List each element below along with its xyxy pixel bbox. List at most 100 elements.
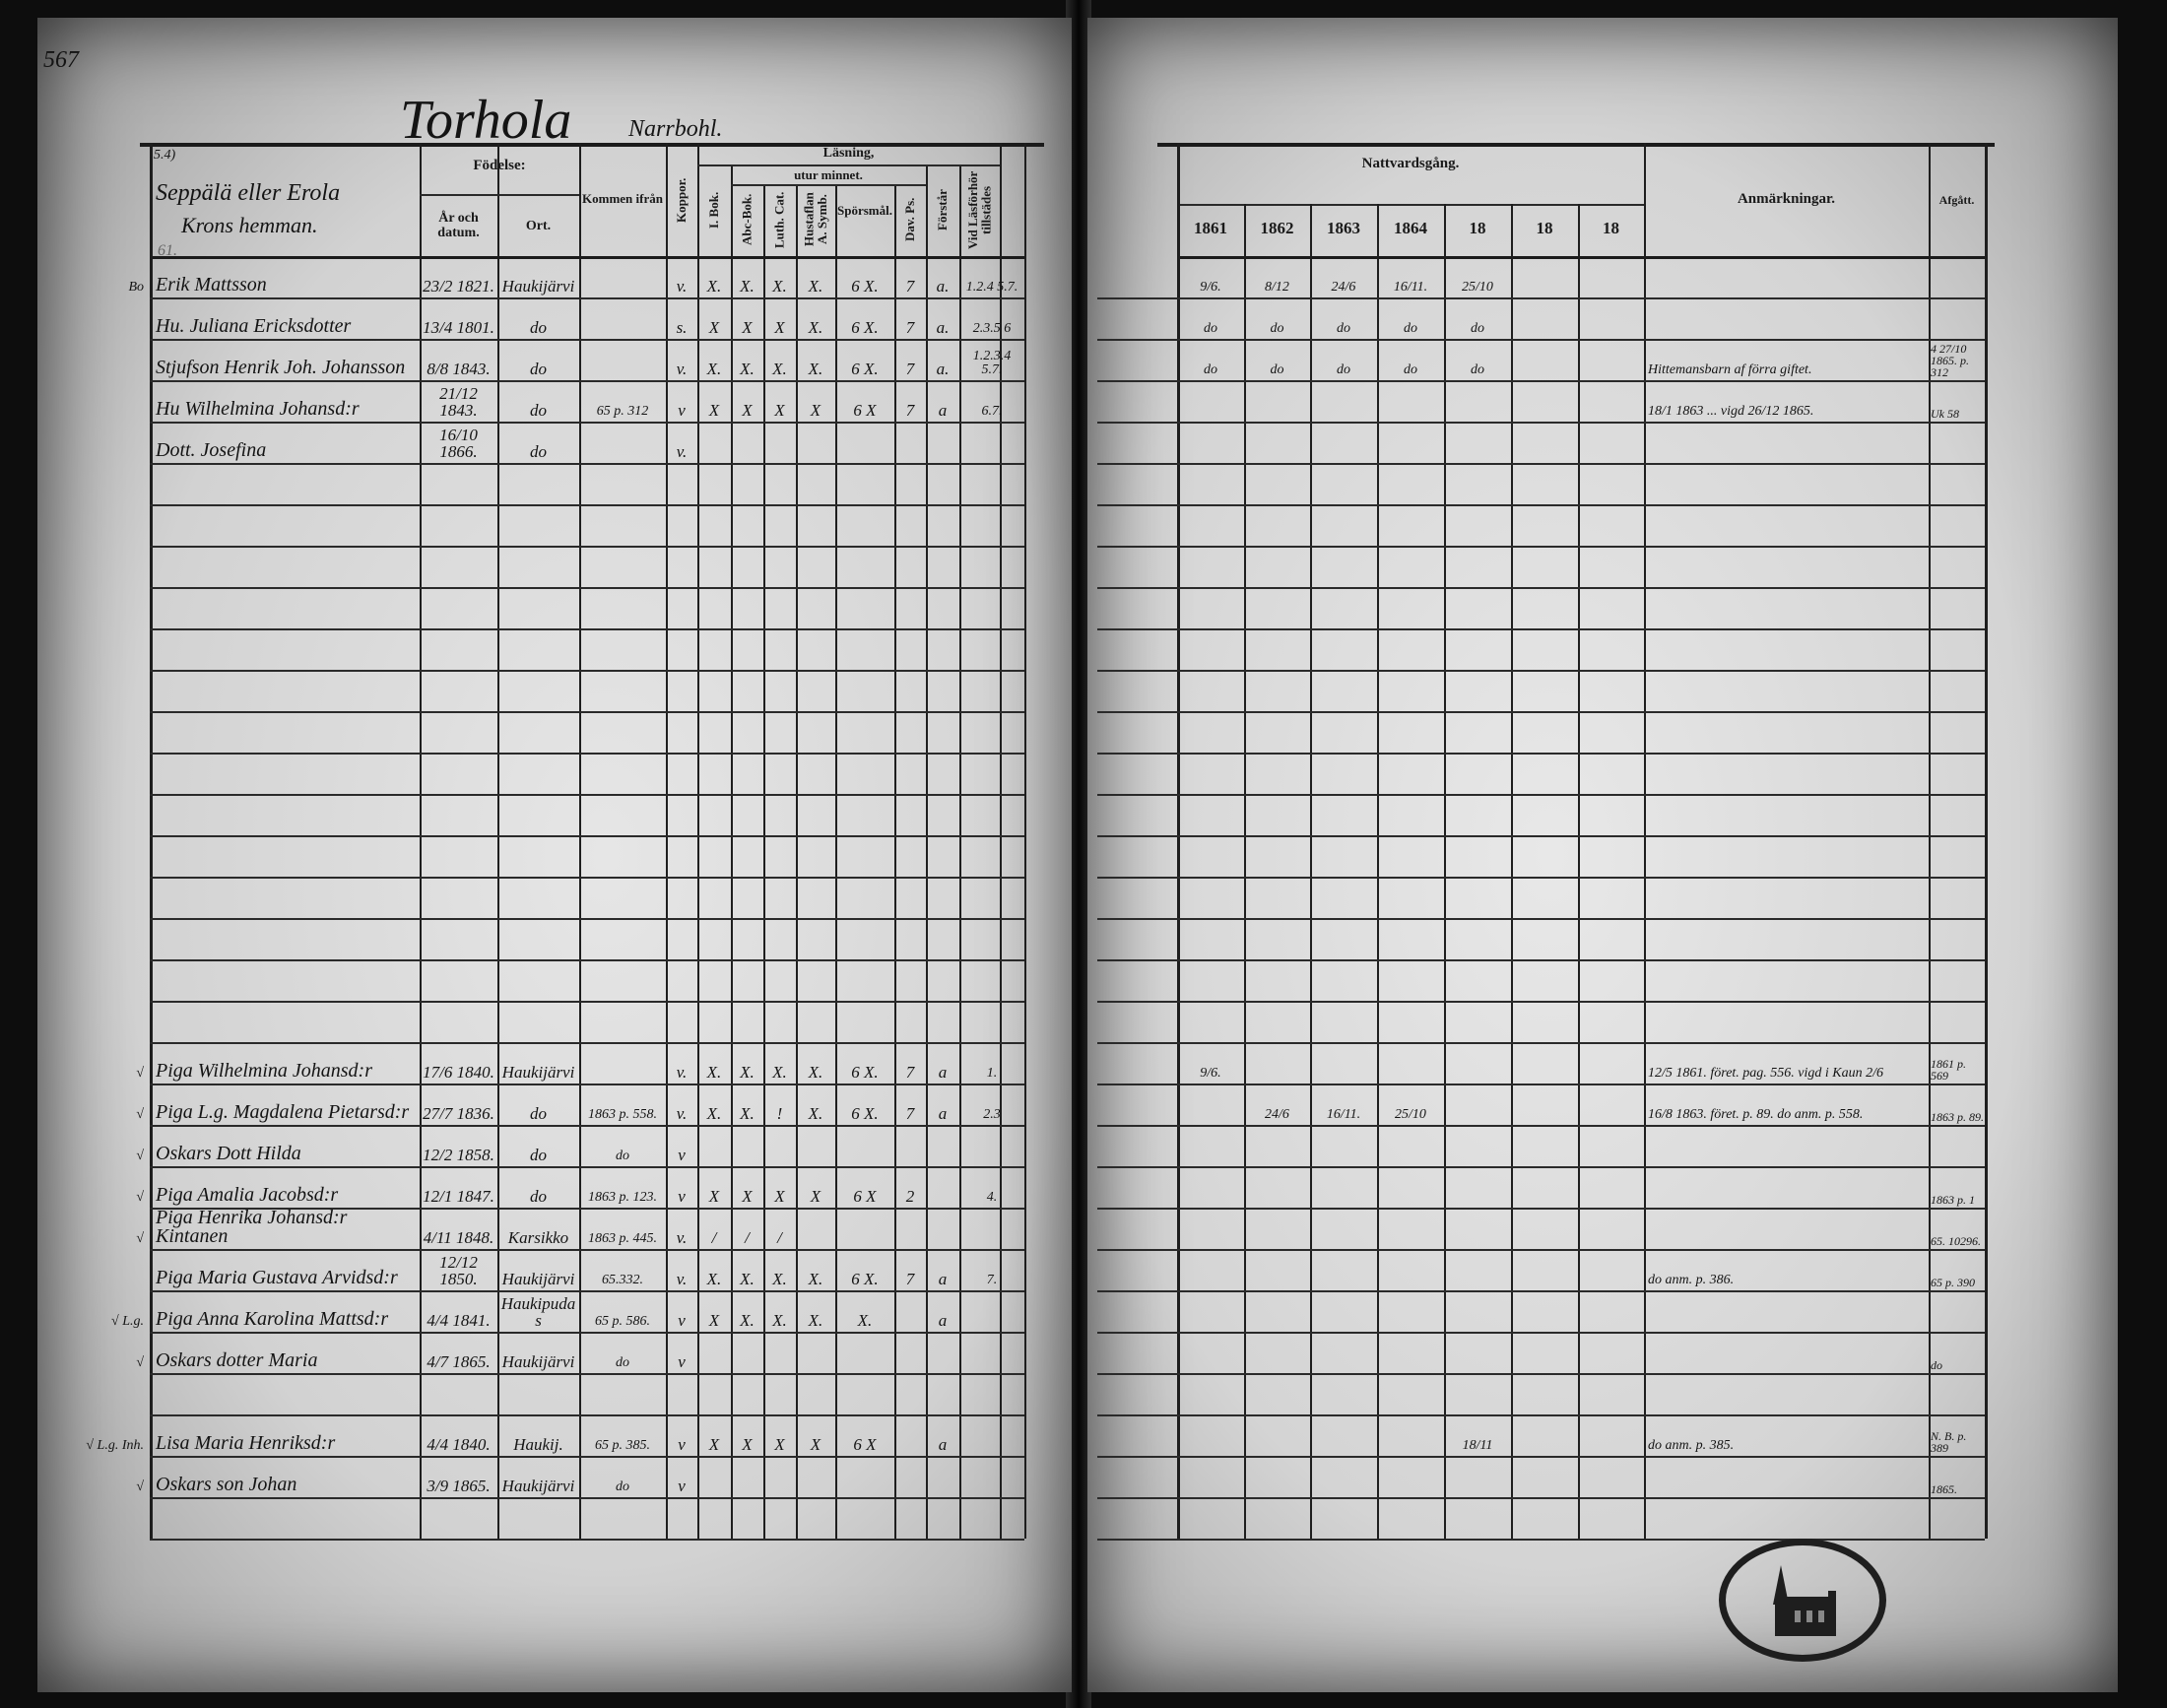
cell-forhor: 1.2.4 5.7. — [965, 280, 1018, 295]
cell-koppor: v. — [676, 360, 688, 378]
row-rule — [150, 546, 1024, 548]
left-page: 567 Torhola Narrbohl. 5.4) Seppälä eller… — [37, 18, 1072, 1692]
header-abc: Abc-Bok. — [739, 193, 755, 246]
table-row — [37, 711, 1062, 753]
row-rule — [1097, 587, 1985, 589]
cell-abc: X — [742, 1187, 753, 1206]
cell-abc: X. — [740, 1104, 755, 1123]
table-row — [37, 1373, 1062, 1414]
row-margin-mark: √ — [136, 1355, 144, 1370]
cell-forstar: a — [938, 1435, 948, 1454]
table-row — [1087, 422, 2112, 463]
cell-ort: do — [530, 401, 547, 420]
row-rule — [1097, 546, 1985, 548]
table-row — [37, 794, 1062, 835]
header-year: 1864 — [1394, 219, 1427, 237]
table-row — [1087, 587, 2112, 628]
cell-year: 17/6 1840. — [423, 1063, 494, 1082]
cell-afgatt: 1865. — [1931, 1482, 1957, 1496]
cell-ibok: X. — [706, 1104, 722, 1123]
cell-koppor: v. — [676, 1104, 688, 1123]
table-row — [1087, 835, 2112, 877]
row-margin-mark: Bo — [128, 280, 144, 295]
row-rule — [1097, 1084, 1985, 1085]
header-year: 18 — [1469, 219, 1486, 237]
cell-spors: 6 X — [853, 401, 877, 420]
cell-communion-date: 25/10 — [1395, 1107, 1426, 1122]
cell-hust: X. — [808, 1311, 823, 1330]
cell-hust: X — [810, 401, 821, 420]
cell-from — [579, 339, 666, 380]
row-rule — [1097, 463, 1985, 465]
cell-year: 4/4 1841. — [427, 1311, 491, 1330]
cell-ibok: X. — [706, 1270, 722, 1288]
cell-ibok: X — [708, 401, 720, 420]
row-rule — [1097, 1290, 1985, 1292]
cell-forhor: 1. — [986, 1066, 998, 1081]
cell-ibok: X. — [706, 277, 722, 296]
cell-communion-date: 16/11. — [1393, 280, 1428, 295]
cell-luth: X — [774, 1187, 785, 1206]
table-row — [37, 670, 1062, 711]
cell-luth: X. — [772, 1270, 787, 1288]
archive-stamp — [1719, 1539, 1886, 1662]
cell-afgatt: N. B. p. 389 — [1931, 1429, 1967, 1455]
header-ibok: I. Bok. — [706, 191, 722, 230]
cell-afgatt: 65. 10296. — [1931, 1234, 1981, 1248]
section-sub: Krons hemman. — [181, 213, 318, 237]
row-rule — [150, 1373, 1024, 1375]
table-row: √ Oskars Dott Hilda 12/2 1858. do do v — [37, 1125, 1062, 1166]
row-rule — [1097, 1373, 1985, 1375]
cell-spors: 6 X. — [851, 360, 879, 378]
row-rule — [1097, 877, 1985, 879]
cell-afgatt: Uk 58 — [1931, 407, 1959, 421]
row-margin-mark: √ — [136, 1479, 144, 1494]
table-row: 65. 10296. — [1087, 1208, 2112, 1249]
cell-year: 4/7 1865. — [427, 1352, 491, 1371]
table-row: √ L.g. Piga Anna Karolina Mattsd:r 4/4 184… — [37, 1290, 1062, 1332]
row-rule — [1097, 504, 1985, 506]
cell-abc: X. — [740, 277, 755, 296]
cell-luth: X. — [772, 277, 787, 296]
fodelse-rule — [420, 194, 579, 196]
cell-koppor: v — [678, 1435, 686, 1454]
church-icon — [1773, 1565, 1836, 1636]
cell-forhor: 2.3 — [983, 1107, 1001, 1122]
nattvard-rule — [1177, 204, 1644, 206]
row-rule — [150, 1290, 1024, 1292]
header-afgatt: Afgått. — [1938, 193, 1975, 207]
column-divider — [579, 143, 581, 1539]
header-luth: Luth. Cat. — [771, 191, 787, 248]
cell-ibok: / — [711, 1228, 717, 1247]
row-margin-mark: √ — [136, 1107, 144, 1122]
cell-communion-date: do — [1270, 321, 1284, 336]
table-row: √ Piga Henrika Johansd:r Kintanen 4/11 184… — [37, 1208, 1062, 1249]
cell-ort: do — [530, 360, 547, 378]
table-row: √ Piga L.g. Magdalena Pietarsd:r 27/7 1836… — [37, 1084, 1062, 1125]
table-row: do do do do do Hittemansbarn af förra giftet.… — [1087, 339, 2112, 380]
row-rule — [1097, 339, 1985, 341]
cell-name: Piga Anna Karolina Mattsd:r — [156, 1308, 389, 1330]
cell-from: 1863 p. 558. — [588, 1107, 657, 1122]
cell-from: 1863 p. 445. — [588, 1231, 657, 1246]
row-rule — [1097, 753, 1985, 755]
cell-dav: 7 — [905, 1104, 915, 1123]
row-rule — [150, 1332, 1024, 1334]
row-rule — [150, 297, 1024, 299]
row-margin-mark: √ — [136, 1149, 144, 1163]
row-rule — [150, 753, 1024, 755]
column-divider — [1444, 204, 1446, 1539]
table-row — [37, 959, 1062, 1001]
cell-luth: X. — [772, 1311, 787, 1330]
row-rule — [1097, 1208, 1985, 1210]
cell-hust: X. — [808, 360, 823, 378]
row-rule — [1097, 1497, 1985, 1499]
row-rule — [1097, 380, 1985, 382]
cell-anmarkning: Hittemansbarn af förra giftet. — [1648, 362, 1812, 377]
cell-communion-date: 16/11. — [1326, 1107, 1361, 1122]
table-row — [1087, 1001, 2112, 1042]
cell-luth: X — [774, 1435, 785, 1454]
cell-hust: X. — [808, 318, 823, 337]
table-row — [1087, 463, 2112, 504]
cell-forstar: a — [938, 1063, 948, 1082]
